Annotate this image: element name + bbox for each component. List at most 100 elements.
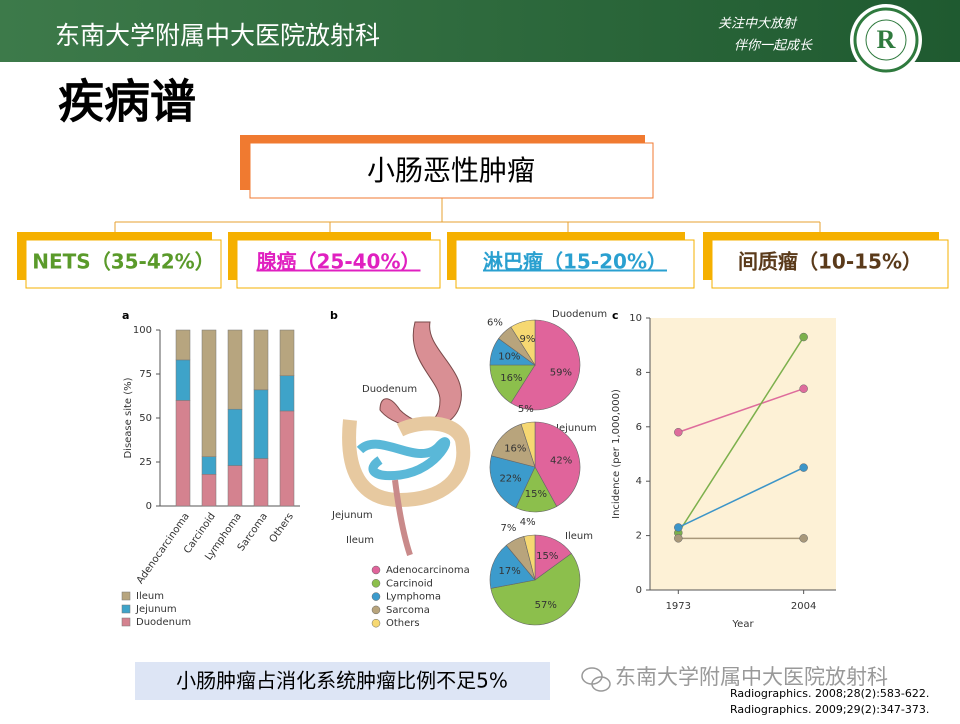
- bar-segment: [279, 329, 295, 377]
- pie-value-label: 22%: [499, 473, 521, 484]
- legend-swatch: [371, 605, 381, 615]
- watermark: 东南大学附属中大医院放射科: [615, 665, 888, 689]
- y-tick-label: 100: [133, 325, 152, 336]
- legend-label: Carcinoid: [386, 578, 433, 589]
- x-tick-label: 2004: [791, 601, 816, 612]
- pie-slice: [491, 423, 536, 468]
- line: [677, 336, 805, 534]
- bar-segment: [175, 359, 191, 401]
- pie-slice: [489, 544, 536, 589]
- reference: Radiographics. 2008;28(2):583-622.: [730, 687, 929, 700]
- bar-segment: [253, 329, 269, 391]
- child-label: NETS（35-42%）: [32, 250, 214, 274]
- pie-value-label: 6%: [487, 317, 503, 328]
- y-tick-label: 75: [139, 369, 152, 380]
- y-axis-label: Disease site (%): [123, 377, 134, 458]
- legend-swatch: [121, 604, 131, 614]
- child-box: [25, 239, 222, 289]
- header-title: 东南大学附属中大医院放射科: [55, 21, 380, 50]
- y-tick-label: 4: [636, 476, 642, 487]
- point: [799, 534, 808, 543]
- header-band: [0, 0, 960, 62]
- y-tick-label: 6: [636, 422, 642, 433]
- point: [799, 384, 808, 393]
- wechat-icon: [581, 667, 611, 692]
- root-label: 小肠恶性肿瘤: [367, 154, 535, 187]
- bar-segment: [253, 458, 269, 507]
- pie-value-label: 59%: [550, 368, 572, 379]
- panel-label: a: [122, 309, 129, 322]
- pie-slice: [490, 553, 581, 626]
- note-box: [135, 662, 550, 700]
- pie-value-label: 15%: [525, 489, 547, 500]
- point: [674, 523, 683, 532]
- legend-label: Duodenum: [136, 617, 191, 628]
- bar-segment: [253, 389, 269, 459]
- child-box: [455, 239, 695, 289]
- pie-slice: [510, 319, 581, 411]
- legend-label: Jejunum: [135, 604, 177, 615]
- anatomy: [342, 321, 471, 556]
- x-tick-label: Others: [268, 511, 296, 545]
- child-box: [236, 239, 441, 289]
- pie-slice: [489, 455, 536, 509]
- y-tick-label: 0: [636, 585, 642, 596]
- bar-segment: [279, 375, 295, 412]
- reference: Radiographics. 2009;29(2):347-373.: [730, 703, 929, 716]
- slogan: 关注中大放射: [718, 17, 798, 32]
- y-tick-label: 50: [139, 413, 152, 424]
- legend-swatch: [121, 591, 131, 601]
- anatomy-label: Ileum: [346, 535, 374, 546]
- pie-value-label: 42%: [550, 455, 572, 466]
- plot-area: [650, 318, 836, 590]
- pie-value-label: 4%: [520, 517, 536, 528]
- anatomy-label: Duodenum: [362, 384, 417, 395]
- child-label: 间质瘤（10-15%）: [738, 250, 922, 274]
- pie-value-label: 7%: [501, 523, 517, 534]
- anatomy-label: Jejunum: [331, 510, 373, 521]
- pie-value-label: 16%: [500, 373, 522, 384]
- line: [677, 466, 804, 529]
- x-axis-label: Year: [731, 619, 754, 630]
- bar-segment: [227, 329, 243, 410]
- child-box: [711, 239, 949, 289]
- bar-segment: [175, 400, 191, 507]
- pie-title: Duodenum: [552, 309, 607, 320]
- pie-value-label: 17%: [498, 566, 520, 577]
- y-tick-label: 2: [636, 531, 642, 542]
- y-tick-label: 8: [636, 367, 642, 378]
- slide-title: 疾病谱: [58, 75, 196, 129]
- pie-value-label: 16%: [504, 444, 526, 455]
- legend-label: Adenocarcinoma: [386, 565, 470, 576]
- y-axis-label: Incidence (per 1,000,000): [611, 389, 622, 519]
- pie-title: Jejunum: [555, 423, 597, 434]
- point: [674, 427, 683, 437]
- point: [674, 534, 683, 543]
- panel-label: b: [330, 309, 338, 322]
- pie-value-label: 10%: [498, 352, 520, 363]
- legend-swatch: [371, 592, 381, 601]
- bar-segment: [175, 329, 191, 361]
- legend-label: Sarcoma: [386, 605, 430, 616]
- pie-value-label: 9%: [520, 334, 536, 345]
- root-box: [249, 142, 654, 199]
- legend-swatch: [371, 579, 381, 588]
- bar-segment: [201, 456, 217, 475]
- y-tick-label: 0: [146, 501, 152, 512]
- legend-swatch: [371, 618, 381, 628]
- legend-label: Lymphoma: [386, 592, 441, 603]
- bar-segment: [201, 329, 217, 457]
- pie-slice: [534, 421, 581, 507]
- bar-segment: [279, 410, 295, 507]
- legend-label: Ileum: [136, 591, 164, 602]
- child-label: 腺癌（25-40%）: [256, 250, 420, 274]
- pie-slice: [489, 364, 536, 404]
- x-tick-label: 1973: [666, 601, 691, 612]
- point: [799, 463, 808, 472]
- legend-swatch: [371, 565, 381, 575]
- pie-value-label: 57%: [535, 600, 557, 611]
- pie-slice: [510, 319, 536, 367]
- pie-title: Ileum: [565, 531, 593, 542]
- pie-slice: [523, 534, 536, 581]
